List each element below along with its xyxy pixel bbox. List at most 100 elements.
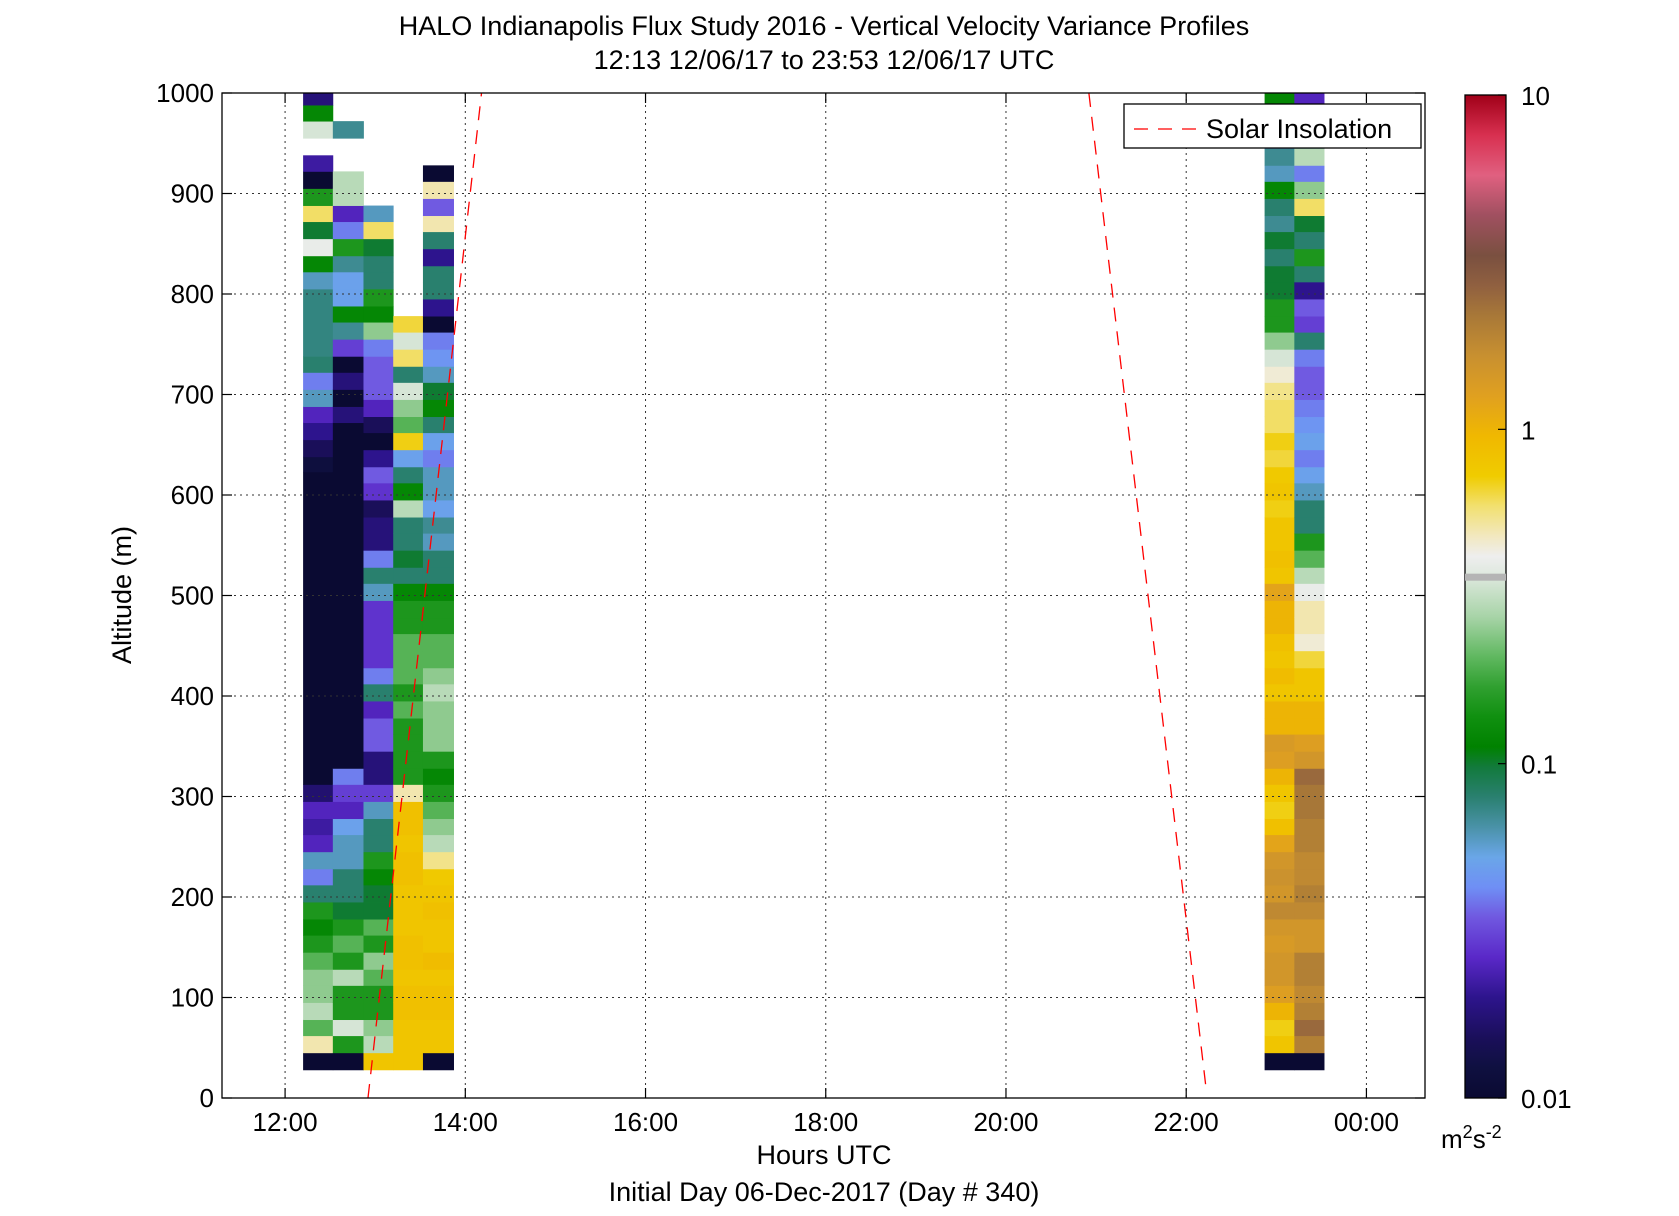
heatmap-cell xyxy=(1294,432,1325,451)
heatmap-cells xyxy=(303,93,1325,1071)
heatmap-cell xyxy=(393,567,424,584)
heatmap-cell xyxy=(1264,165,1295,182)
heatmap-cell xyxy=(393,851,424,870)
heatmap-cell xyxy=(332,1019,364,1037)
heatmap-cell xyxy=(303,171,334,189)
heatmap-cell xyxy=(422,801,454,820)
y-tick-label: 300 xyxy=(171,782,214,812)
heatmap-cell xyxy=(1264,633,1295,652)
heatmap-cell xyxy=(332,356,364,373)
heatmap-cell xyxy=(422,198,454,217)
heatmap-cell xyxy=(393,449,424,468)
heatmap-cell xyxy=(393,316,424,333)
heatmap-cell xyxy=(422,1002,454,1021)
heatmap-cell xyxy=(303,372,334,390)
heatmap-cell xyxy=(393,784,424,802)
heatmap-cell xyxy=(303,471,334,785)
heatmap-cell xyxy=(363,1019,394,1037)
heatmap-cell xyxy=(393,517,424,534)
heatmap-cell xyxy=(332,1035,364,1054)
heatmap-cell xyxy=(363,935,394,953)
heatmap-cell xyxy=(1264,818,1295,836)
heatmap-cell xyxy=(363,969,394,986)
heatmap-cell xyxy=(1264,550,1295,568)
solar-insolation-line xyxy=(367,93,483,1098)
x-tick-label: 16:00 xyxy=(613,1107,678,1137)
heatmap-cell xyxy=(332,221,364,240)
heatmap-cell xyxy=(1264,1052,1295,1071)
legend-label-solar-insolation: Solar Insolation xyxy=(1206,114,1392,144)
heatmap-cell xyxy=(1264,349,1295,367)
heatmap-cell xyxy=(303,121,334,139)
heatmap-cell xyxy=(1264,784,1295,802)
heatmap-cell xyxy=(422,600,454,619)
heatmap-cell xyxy=(1264,902,1295,920)
heatmap-cell xyxy=(363,567,394,584)
heatmap-cell xyxy=(363,952,394,970)
heatmap-cell xyxy=(422,366,454,383)
heatmap-cell xyxy=(1264,500,1295,518)
heatmap-cell xyxy=(363,238,394,257)
heatmap-cell xyxy=(1294,969,1325,986)
heatmap-cell xyxy=(1294,683,1325,702)
heatmap-cell xyxy=(1264,332,1295,350)
heatmap-cell xyxy=(1264,399,1295,418)
x-tick-label: 20:00 xyxy=(973,1107,1038,1137)
heatmap-cell xyxy=(422,449,454,468)
heatmap-cell xyxy=(303,1035,334,1054)
heatmap-cell xyxy=(1264,299,1295,317)
heatmap-cell xyxy=(1264,884,1295,903)
heatmap-cell xyxy=(332,1002,364,1021)
heatmap-cell xyxy=(303,919,334,936)
heatmap-cell xyxy=(332,919,364,936)
heatmap-cell xyxy=(393,701,424,719)
heatmap-cell xyxy=(363,517,394,551)
heatmap-cell xyxy=(422,583,454,601)
heatmap-cell xyxy=(1264,1002,1295,1021)
heatmap-cell xyxy=(422,533,454,551)
heatmap-cell xyxy=(303,952,334,970)
heatmap-cell xyxy=(393,366,424,383)
heatmap-cell xyxy=(1264,215,1295,233)
heatmap-cell xyxy=(332,985,364,1003)
heatmap-cell xyxy=(363,683,394,702)
heatmap-cell xyxy=(393,751,424,769)
heatmap-cell xyxy=(1264,768,1295,785)
heatmap-cell xyxy=(1264,617,1295,635)
x-tick-label: 18:00 xyxy=(793,1107,858,1137)
heatmap-cell xyxy=(1294,466,1325,484)
heatmap-cell xyxy=(303,205,334,223)
colorbar-tick-label: 0.01 xyxy=(1521,1084,1572,1114)
heatmap-cell xyxy=(393,533,424,551)
heatmap-cell xyxy=(303,221,334,240)
y-tick-label: 0 xyxy=(200,1083,214,1113)
heatmap-cell xyxy=(1294,952,1325,970)
heatmap-cell xyxy=(363,255,394,273)
heatmap-cell xyxy=(422,482,454,501)
heatmap-cell xyxy=(303,255,334,273)
heatmap-cell xyxy=(332,784,364,802)
heatmap-cell xyxy=(363,449,394,468)
heatmap-cell xyxy=(363,701,394,719)
heatmap-cell xyxy=(303,935,334,953)
heatmap-cell xyxy=(422,919,454,936)
heatmap-cell xyxy=(303,456,334,473)
colorbar-tick-label: 1 xyxy=(1521,415,1535,445)
heatmap-cell xyxy=(1294,215,1325,233)
heatmap-cell xyxy=(393,902,424,920)
heatmap-cell xyxy=(303,439,334,458)
heatmap-cell xyxy=(363,322,394,340)
heatmap-cell xyxy=(393,1052,424,1071)
heatmap-cell xyxy=(422,550,454,568)
chart-title: HALO Indianapolis Flux Study 2016 - Vert… xyxy=(399,11,1249,41)
x-axis-label: Hours UTC xyxy=(756,1140,891,1170)
heatmap-cell xyxy=(1294,265,1325,283)
heatmap-cell xyxy=(393,718,424,735)
heatmap-cell xyxy=(1264,952,1295,970)
heatmap-cell xyxy=(1264,969,1295,986)
heatmap-cell xyxy=(363,1052,394,1071)
colorbar-tick-label: 10 xyxy=(1521,81,1550,111)
heatmap-cell xyxy=(422,399,454,418)
heatmap-cell xyxy=(1264,432,1295,451)
